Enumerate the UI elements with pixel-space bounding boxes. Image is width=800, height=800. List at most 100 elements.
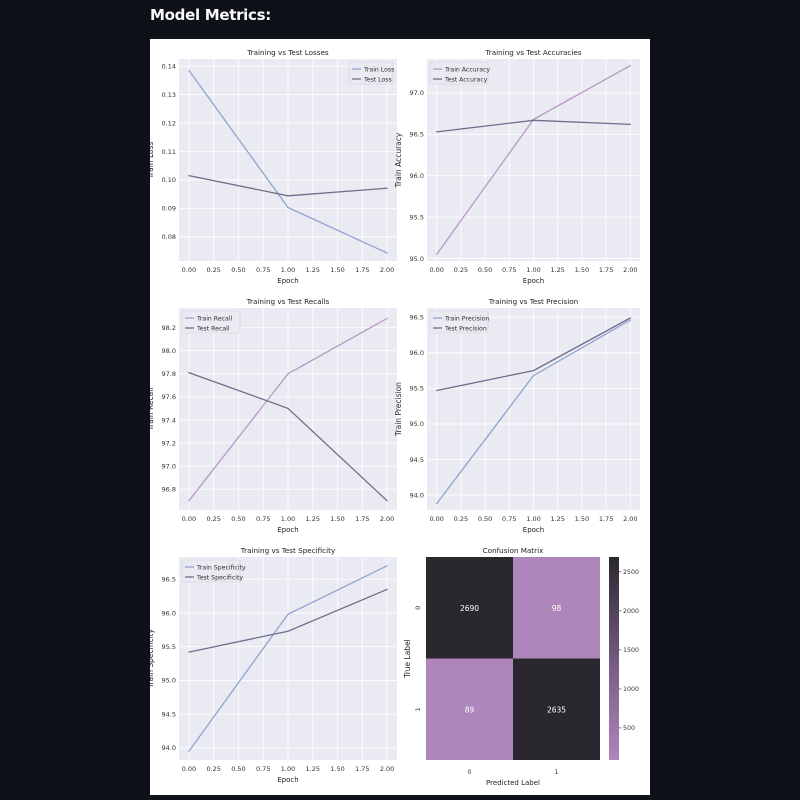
x-tick-label: 1 (554, 768, 558, 776)
x-tick-label: 1.00 (526, 515, 540, 523)
line-chart-5: 0.00 0.25 0.50 0.75 1.00 1.25 1.50 1.75 2.00 94.0… (150, 546, 397, 784)
x-tick-label: 0.00 (182, 515, 196, 523)
x-tick-label: 2.00 (623, 266, 637, 274)
chart-title: Training vs Test Recalls (246, 297, 330, 306)
x-tick-label: 0.25 (206, 266, 220, 274)
y-tick-label: 97.6 (162, 393, 176, 401)
legend-label: Test Recall (196, 325, 230, 332)
colorbar-tick-label: 1000 (623, 686, 639, 693)
chart-title: Training vs Test Precision (488, 297, 578, 306)
x-tick-label: 1.25 (306, 765, 320, 773)
colorbar-tick-label: 1500 (623, 647, 639, 654)
data-point (629, 123, 631, 126)
y-tick-label: 96.5 (410, 131, 424, 139)
data-point (436, 253, 438, 255)
y-tick-label: 97.4 (162, 416, 176, 424)
chart-title: Confusion Matrix (483, 546, 544, 555)
chart-title: Training vs Test Specificity (240, 546, 336, 555)
data-point (386, 317, 388, 319)
x-tick-label: 1.25 (550, 515, 564, 523)
x-tick-label: 0.50 (478, 266, 492, 274)
y-tick-label: 97.0 (410, 89, 424, 97)
y-tick-label: 95.5 (410, 385, 424, 393)
x-tick-label: 0.00 (182, 765, 196, 773)
x-tick-label: 2.00 (380, 765, 394, 773)
x-tick-label: 0.75 (502, 515, 516, 523)
data-point (386, 187, 388, 189)
x-tick-label: 1.50 (575, 515, 589, 523)
x-tick-label: 1.00 (281, 765, 295, 773)
y-axis-label: Train Precision (394, 382, 403, 437)
x-axis-label: Epoch (277, 277, 298, 285)
colorbar-tick-label: 2000 (623, 608, 639, 615)
y-tick-label: 96.0 (162, 609, 176, 617)
x-tick-label: 1.50 (330, 266, 344, 274)
x-tick-label: 0.50 (231, 515, 245, 523)
x-tick-label: 0.25 (454, 515, 468, 523)
data-point (386, 500, 388, 502)
legend-box (181, 310, 241, 334)
legend-label: Test Accuracy (444, 76, 488, 83)
data-point (188, 651, 190, 653)
y-tick-label: 96.0 (410, 349, 424, 357)
y-tick-label: 94.5 (162, 710, 176, 718)
y-axis-label: Train Specificity (150, 628, 155, 689)
x-axis-label: Epoch (277, 776, 298, 784)
legend-label: Train Accuracy (444, 66, 490, 73)
legend-label: Train Recall (196, 315, 233, 322)
x-tick-label: 1.75 (599, 266, 613, 274)
x-tick-label: 0.75 (256, 266, 270, 274)
x-tick-label: 1.50 (330, 765, 344, 773)
y-tick-label: 0 (414, 606, 422, 610)
y-tick-label: 0.08 (162, 233, 176, 241)
y-tick-label: 0.14 (162, 62, 176, 70)
y-tick-label: 96.0 (410, 172, 424, 180)
y-axis-label: Train Recall (150, 388, 155, 432)
data-point (188, 372, 190, 374)
legend-box (429, 61, 489, 85)
data-point (386, 252, 388, 254)
x-tick-label: 1.25 (550, 266, 564, 274)
data-point (188, 175, 190, 177)
confusion-matrix: 2690 98 89 2635 Confusion Matrix 0 1 0 1 Predicte… (403, 546, 639, 787)
y-tick-label: 97.2 (162, 439, 176, 447)
y-tick-label: 0.11 (162, 148, 176, 156)
heatmap-cell (513, 557, 600, 659)
line-chart-4: 0.00 0.25 0.50 0.75 1.00 1.25 1.50 1.75 2.00 94.0… (394, 297, 640, 534)
data-point (436, 389, 438, 392)
line-chart-1: 0.00 0.25 0.50 0.75 1.00 1.25 1.50 1.75 2.00 0.08… (150, 48, 397, 285)
y-tick-label: 94.5 (410, 456, 424, 464)
data-point (287, 613, 289, 615)
x-tick-label: 0.25 (206, 515, 220, 523)
data-point (386, 588, 388, 590)
y-tick-label: 98.0 (162, 347, 176, 355)
x-tick-label: 0.75 (502, 266, 516, 274)
y-tick-label: 94.0 (410, 491, 424, 499)
y-tick-label: 98.2 (162, 324, 176, 332)
data-point (629, 65, 631, 67)
colorbar (609, 557, 619, 760)
y-axis-label: Train Accuracy (394, 132, 403, 188)
legend-box (181, 559, 241, 583)
data-point (188, 69, 190, 71)
x-axis-label: Epoch (523, 526, 544, 534)
data-point (436, 131, 438, 133)
x-tick-label: 1.75 (355, 515, 369, 523)
x-tick-label: 1.75 (355, 765, 369, 773)
y-tick-label: 1 (414, 707, 422, 711)
x-tick-label: 1.00 (281, 266, 295, 274)
x-tick-label: 2.00 (623, 515, 637, 523)
heatmap-cell (513, 658, 600, 760)
y-tick-label: 95.0 (410, 420, 424, 428)
cell-value-label: 2635 (547, 705, 566, 714)
data-point (287, 206, 289, 209)
data-point (188, 500, 190, 502)
x-tick-label: 0.00 (429, 266, 443, 274)
y-tick-label: 0.13 (162, 91, 176, 99)
legend-label: Train Specificity (196, 564, 246, 571)
x-tick-label: 1.50 (575, 266, 589, 274)
y-tick-label: 94.0 (162, 744, 176, 752)
data-point (532, 119, 535, 121)
line-chart-3: 0.00 0.25 0.50 0.75 1.00 1.25 1.50 1.75 2.00 96.8… (150, 297, 397, 534)
x-tick-label: 1.75 (599, 515, 613, 523)
